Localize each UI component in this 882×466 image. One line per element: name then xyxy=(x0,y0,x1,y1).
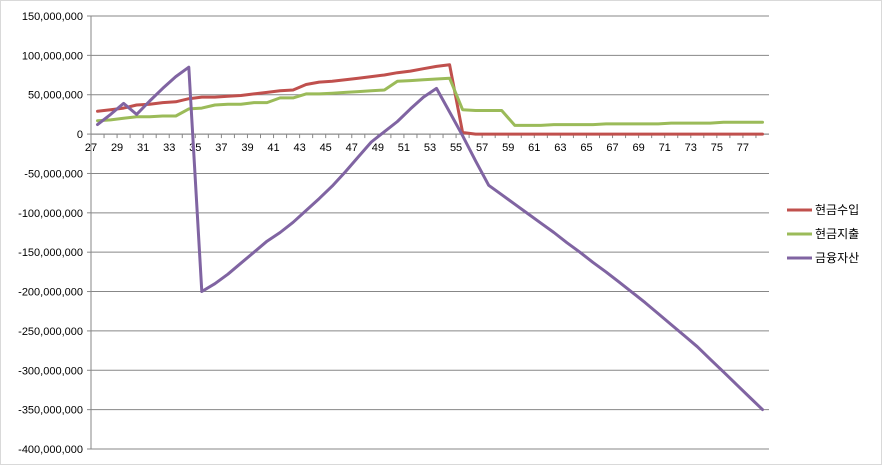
y-tick-label: 100,000,000 xyxy=(22,50,83,62)
x-tick-label: 51 xyxy=(398,142,410,154)
y-tick-label: -50,000,000 xyxy=(24,168,83,180)
y-tick-label: -100,000,000 xyxy=(18,208,83,220)
x-tick-label: 65 xyxy=(580,142,592,154)
gridlines xyxy=(91,15,769,450)
y-tick-label: 150,000,000 xyxy=(22,11,83,23)
x-tick-label: 35 xyxy=(189,142,201,154)
y-tick-label: -300,000,000 xyxy=(18,365,83,377)
x-tick-label: 47 xyxy=(346,142,358,154)
x-tick-label: 53 xyxy=(424,142,436,154)
series-lines xyxy=(96,63,764,412)
y-tick-label: 50,000,000 xyxy=(28,90,83,102)
x-tick-label: 61 xyxy=(528,142,540,154)
x-tick-label: 27 xyxy=(85,142,97,154)
x-tick-label: 31 xyxy=(137,142,149,154)
x-tick-label: 69 xyxy=(632,142,644,154)
x-tick-label: 63 xyxy=(554,142,566,154)
x-tick-label: 37 xyxy=(215,142,227,154)
x-tick-label: 41 xyxy=(267,142,279,154)
x-tick-label: 43 xyxy=(293,142,305,154)
series-line-1 xyxy=(96,63,764,136)
x-tick-label: 73 xyxy=(685,142,697,154)
x-tick-label: 77 xyxy=(737,142,749,154)
x-tick-label: 49 xyxy=(372,142,384,154)
x-tick-label: 29 xyxy=(111,142,123,154)
y-tick-label: 0 xyxy=(77,129,83,141)
x-axis: 27 29 31 33 35 37 39 41 43 45 47 49 51 53 55 57 59 61 63 65… xyxy=(85,133,769,154)
y-tick-label: -350,000,000 xyxy=(18,405,83,417)
x-tick-label: 39 xyxy=(241,142,253,154)
y-axis: 150,000,000 100,000,000 50,000,000 0 -50,000… xyxy=(18,11,92,456)
series-line-3 xyxy=(96,65,764,412)
series-line-2 xyxy=(96,76,764,127)
legend-label: 금융자산 xyxy=(815,251,859,265)
x-tick-label: 67 xyxy=(606,142,618,154)
y-tick-label: -200,000,000 xyxy=(18,287,83,299)
x-tick-label: 57 xyxy=(476,142,488,154)
x-tick-label: 59 xyxy=(502,142,514,154)
x-tick-label: 71 xyxy=(659,142,671,154)
legend-label: 현금수입 xyxy=(815,203,859,217)
legend-label: 현금지출 xyxy=(815,227,859,241)
x-tick-label: 33 xyxy=(163,142,175,154)
x-tick-label: 75 xyxy=(711,142,723,154)
y-tick-label: -150,000,000 xyxy=(18,247,83,259)
y-tick-label: -250,000,000 xyxy=(18,326,83,338)
y-tick-label: -400,000,000 xyxy=(18,444,83,456)
x-tick-label: 45 xyxy=(320,142,332,154)
x-tick-label: 55 xyxy=(450,142,462,154)
